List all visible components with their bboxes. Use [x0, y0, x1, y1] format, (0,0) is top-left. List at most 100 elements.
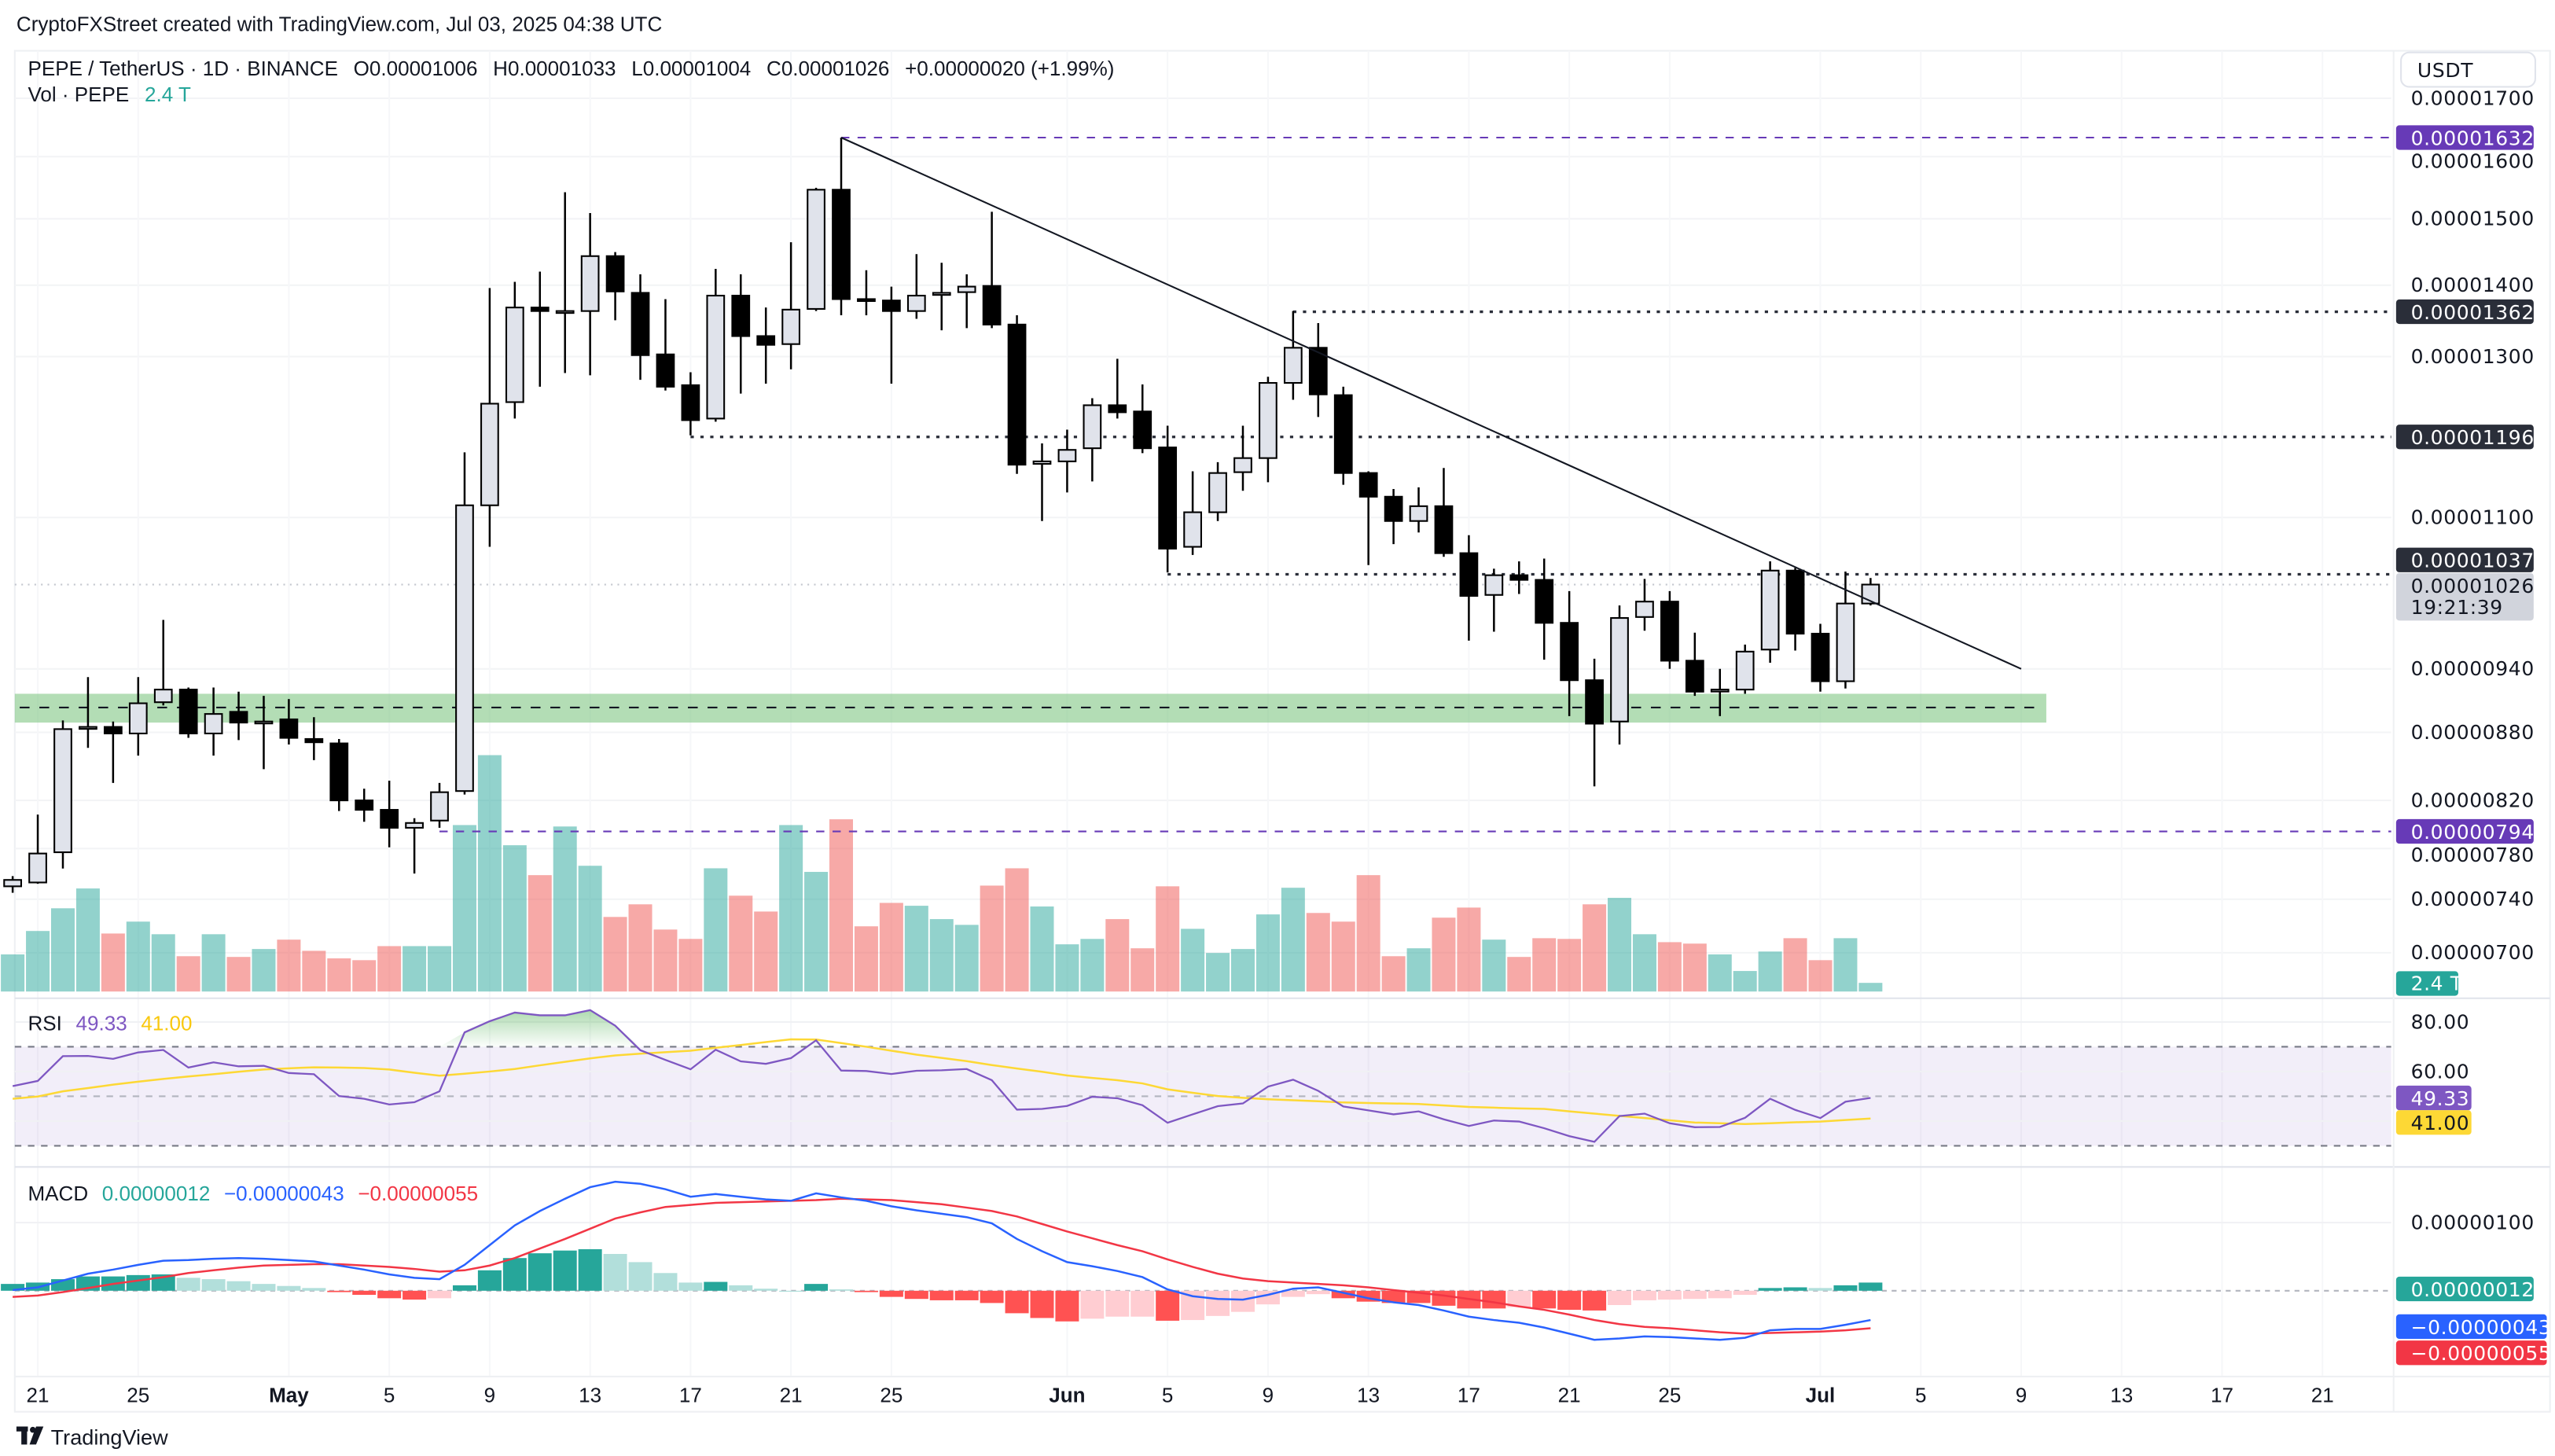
candle[interactable]: [1208, 461, 1227, 521]
candle[interactable]: [706, 269, 726, 422]
volume-legend[interactable]: Vol · PEPE 2.4 T: [28, 83, 190, 106]
symbol-name[interactable]: PEPE / TetherUS · 1D · BINANCE: [28, 57, 337, 80]
price-tick-label: 0.00001600: [2411, 150, 2535, 173]
candle[interactable]: [1083, 398, 1102, 482]
candle[interactable]: [329, 738, 349, 811]
candle[interactable]: [128, 677, 148, 756]
candle[interactable]: [1710, 668, 1730, 716]
volume-bar: [954, 925, 979, 992]
candle[interactable]: [204, 687, 223, 756]
candle[interactable]: [405, 818, 424, 874]
volume-bar: [1055, 944, 1079, 992]
candle[interactable]: [1509, 561, 1529, 594]
symbol-legend[interactable]: PEPE / TetherUS · 1D · BINANCE O0.000010…: [28, 57, 1114, 80]
currency-button[interactable]: USDT: [2400, 51, 2536, 88]
candle[interactable]: [1308, 323, 1328, 417]
candle[interactable]: [1007, 315, 1027, 474]
candle[interactable]: [1183, 471, 1202, 555]
time-tick-label: 5: [1162, 1383, 1173, 1406]
candle[interactable]: [807, 187, 825, 311]
candle[interactable]: [3, 876, 22, 893]
candle[interactable]: [153, 620, 173, 706]
candle[interactable]: [731, 274, 751, 394]
candle[interactable]: [1384, 489, 1403, 545]
candle[interactable]: [229, 691, 248, 741]
candle[interactable]: [79, 677, 97, 748]
candle[interactable]: [656, 299, 675, 391]
candle[interactable]: [1811, 623, 1830, 692]
rsi-value-tag: [2395, 1085, 2472, 1111]
candle[interactable]: [781, 242, 801, 370]
macd-legend[interactable]: MACD 0.00000012 −0.00000043 −0.00000055: [28, 1182, 478, 1205]
candle[interactable]: [1735, 644, 1755, 694]
candle[interactable]: [1434, 468, 1454, 557]
candle[interactable]: [1760, 561, 1780, 663]
candle[interactable]: [1333, 386, 1353, 485]
candle[interactable]: [1409, 487, 1428, 533]
candle[interactable]: [832, 137, 851, 316]
candle[interactable]: [380, 780, 399, 847]
candle[interactable]: [932, 263, 951, 331]
candle[interactable]: [178, 687, 198, 738]
candle[interactable]: [1585, 658, 1604, 787]
candle[interactable]: [530, 271, 550, 387]
candle[interactable]: [28, 814, 47, 884]
candle[interactable]: [1032, 443, 1052, 521]
trendline[interactable]: [840, 137, 2022, 670]
tradingview-logo[interactable]: TradingView: [16, 1425, 168, 1449]
candle[interactable]: [857, 270, 876, 316]
candle[interactable]: [1459, 535, 1479, 641]
candle[interactable]: [1560, 590, 1579, 716]
candle-body: [832, 189, 851, 300]
candle[interactable]: [53, 720, 72, 869]
candle[interactable]: [957, 274, 976, 329]
macd-histogram-bar: [1130, 1290, 1155, 1317]
candle[interactable]: [882, 286, 901, 384]
macd-histogram-bar: [904, 1290, 928, 1300]
candle[interactable]: [1133, 384, 1153, 454]
candle[interactable]: [982, 211, 1002, 329]
close-value: 0.00001026: [781, 57, 890, 80]
candle-body: [1358, 472, 1378, 498]
candle[interactable]: [1108, 358, 1127, 419]
candle[interactable]: [756, 307, 776, 384]
volume-bar: [1482, 939, 1506, 992]
candle[interactable]: [455, 452, 474, 795]
candle[interactable]: [1358, 471, 1378, 565]
volume-bars: [1, 755, 1883, 992]
candle[interactable]: [906, 254, 926, 319]
candle[interactable]: [1785, 568, 1805, 651]
trendline-line[interactable]: [840, 137, 2022, 670]
candle[interactable]: [1158, 425, 1178, 573]
rsi-legend[interactable]: RSI 49.33 41.00: [28, 1011, 192, 1035]
candle[interactable]: [430, 782, 449, 828]
candle[interactable]: [480, 288, 499, 547]
candle[interactable]: [681, 372, 700, 436]
candle[interactable]: [355, 789, 374, 822]
candle[interactable]: [605, 252, 625, 321]
candle[interactable]: [103, 721, 123, 783]
candle[interactable]: [279, 699, 299, 745]
candle[interactable]: [1484, 568, 1504, 632]
candle[interactable]: [1660, 590, 1679, 669]
candle[interactable]: [1685, 632, 1704, 697]
candle[interactable]: [254, 696, 274, 770]
candle[interactable]: [1259, 377, 1278, 483]
candle[interactable]: [630, 274, 650, 381]
candle[interactable]: [1233, 425, 1252, 491]
time-axis[interactable]: 21 25 May 5 9 13 17 21 25 Jun 5 9 13 17 21 25 Jul 5 9 13 17 2…: [27, 1383, 2334, 1406]
candle[interactable]: [1535, 558, 1554, 660]
candle[interactable]: [580, 212, 600, 376]
volume-bar: [1583, 904, 1607, 992]
candle[interactable]: [1635, 579, 1654, 631]
macd-tag-label: 0.00000012: [2411, 1278, 2535, 1301]
candle[interactable]: [1283, 311, 1303, 400]
candle[interactable]: [555, 192, 575, 373]
candle[interactable]: [505, 281, 524, 419]
candle[interactable]: [1057, 429, 1077, 493]
candle[interactable]: [1610, 605, 1629, 745]
candle[interactable]: [1836, 571, 1855, 689]
candle[interactable]: [304, 717, 324, 760]
price-axis[interactable]: 0.00001700 0.00001600 0.00001500 0.00001400…: [2395, 86, 2552, 1366]
